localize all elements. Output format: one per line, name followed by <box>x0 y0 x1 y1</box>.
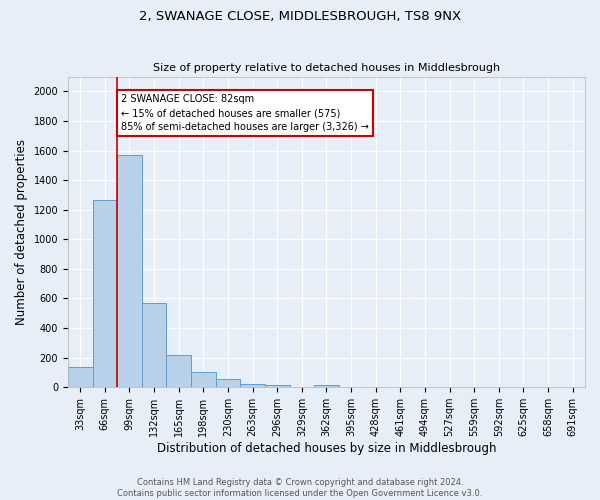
Bar <box>240 384 265 387</box>
Bar <box>92 200 117 387</box>
Bar <box>314 385 339 387</box>
Bar <box>191 372 215 387</box>
Bar <box>117 155 142 387</box>
Bar <box>265 385 290 387</box>
Bar <box>166 354 191 387</box>
Bar <box>215 379 240 387</box>
Text: 2, SWANAGE CLOSE, MIDDLESBROUGH, TS8 9NX: 2, SWANAGE CLOSE, MIDDLESBROUGH, TS8 9NX <box>139 10 461 23</box>
Text: Contains HM Land Registry data © Crown copyright and database right 2024.
Contai: Contains HM Land Registry data © Crown c… <box>118 478 482 498</box>
Bar <box>142 303 166 387</box>
Text: 2 SWANAGE CLOSE: 82sqm
← 15% of detached houses are smaller (575)
85% of semi-de: 2 SWANAGE CLOSE: 82sqm ← 15% of detached… <box>121 94 369 132</box>
Bar <box>68 366 92 387</box>
Title: Size of property relative to detached houses in Middlesbrough: Size of property relative to detached ho… <box>153 63 500 73</box>
Y-axis label: Number of detached properties: Number of detached properties <box>15 139 28 325</box>
X-axis label: Distribution of detached houses by size in Middlesbrough: Distribution of detached houses by size … <box>157 442 496 455</box>
